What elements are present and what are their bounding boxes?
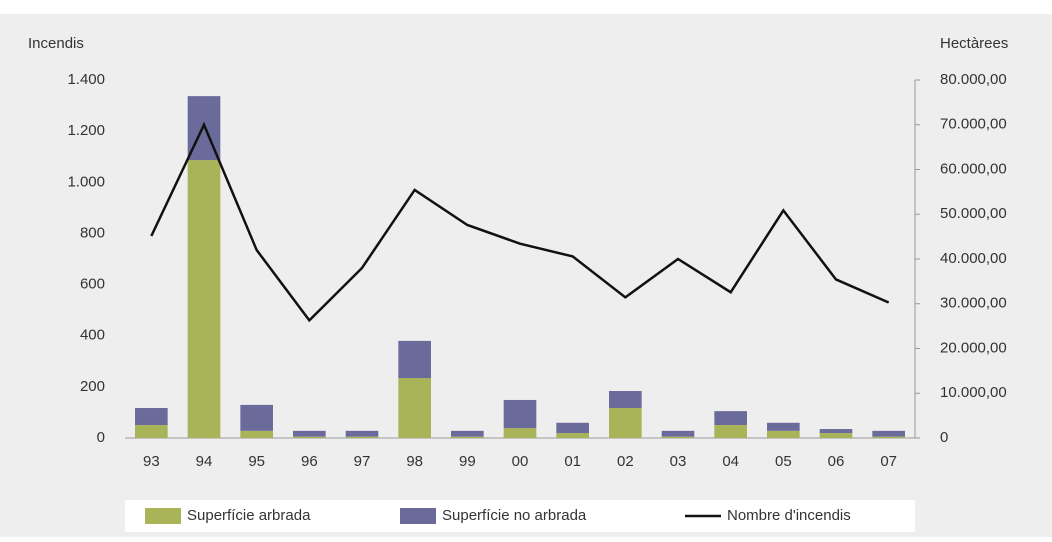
- legend: [125, 500, 915, 532]
- bar: [714, 425, 747, 438]
- bar: [714, 411, 747, 426]
- bar: [819, 433, 853, 438]
- bar: [135, 408, 168, 426]
- y-tick-label: 400: [80, 327, 105, 344]
- bar: [556, 422, 589, 434]
- legend-label: Superfície arbrada: [187, 507, 311, 524]
- x-tick-label: 98: [406, 453, 423, 470]
- bar: [609, 391, 642, 409]
- y2-tick-label: 60.000,00: [940, 160, 1007, 177]
- bar: [345, 436, 379, 438]
- bar: [767, 430, 800, 438]
- bar: [872, 436, 905, 438]
- line: [150, 121, 890, 323]
- y-tick-label: 800: [80, 224, 105, 241]
- x-tick-label: 03: [670, 453, 687, 470]
- bar: [398, 378, 431, 438]
- x-tick-label: 93: [143, 453, 160, 470]
- bar: [609, 408, 642, 438]
- y2-tick-label: 0: [940, 429, 948, 446]
- y2-tick-label: 70.000,00: [940, 116, 1007, 133]
- y-tick-label: 1.200: [67, 122, 105, 139]
- y2-tick-label: 30.000,00: [940, 295, 1007, 312]
- y-tick-label: 1.000: [67, 173, 105, 190]
- x-tick-label: 97: [354, 453, 371, 470]
- x-tick-label: 05: [775, 453, 792, 470]
- bar: [135, 425, 168, 438]
- chart-background: [0, 14, 1052, 537]
- bar: [503, 428, 537, 438]
- bar: [451, 436, 484, 438]
- bar: [240, 404, 273, 431]
- x-tick-label: 06: [828, 453, 845, 470]
- y2-tick-label: 80.000,00: [940, 71, 1007, 88]
- bar: [556, 433, 589, 438]
- legend-swatch: [400, 508, 436, 524]
- y2-tick-label: 40.000,00: [940, 250, 1007, 267]
- bar: [398, 340, 431, 379]
- bar: [661, 436, 695, 438]
- bar: [451, 430, 484, 437]
- x-tick-label: 95: [248, 453, 265, 470]
- x-tick-label: 96: [301, 453, 318, 470]
- legend-label: Nombre d'incendis: [727, 507, 851, 524]
- y-tick-label: 200: [80, 378, 105, 395]
- legend-swatch: [145, 508, 181, 524]
- y2-tick-label: 50.000,00: [940, 205, 1007, 222]
- bar: [187, 160, 221, 439]
- x-tick-label: 99: [459, 453, 476, 470]
- bar: [293, 430, 326, 437]
- x-tick-label: 94: [196, 453, 213, 470]
- y-tick-label: 1.400: [67, 71, 105, 88]
- y-axis-label: Incendis: [28, 35, 84, 52]
- x-tick-label: 01: [564, 453, 581, 470]
- x-tick-label: 07: [880, 453, 897, 470]
- bar: [293, 436, 326, 438]
- bar: [503, 399, 537, 429]
- y2-tick-label: 20.000,00: [940, 339, 1007, 356]
- y-tick-label: 0: [97, 429, 105, 446]
- y2-tick-label: 10.000,00: [940, 384, 1007, 401]
- y-tick-label: 600: [80, 276, 105, 293]
- x-tick-label: 00: [512, 453, 529, 470]
- y2-axis-label: Hectàrees: [940, 35, 1008, 52]
- bar: [767, 422, 800, 431]
- legend-label: Superfície no arbrada: [442, 507, 587, 524]
- x-tick-label: 02: [617, 453, 634, 470]
- bar: [345, 430, 379, 437]
- bar: [240, 430, 273, 438]
- bar: [661, 430, 695, 437]
- bar: [819, 429, 853, 434]
- x-tick-label: 04: [722, 453, 739, 470]
- bar: [872, 430, 905, 437]
